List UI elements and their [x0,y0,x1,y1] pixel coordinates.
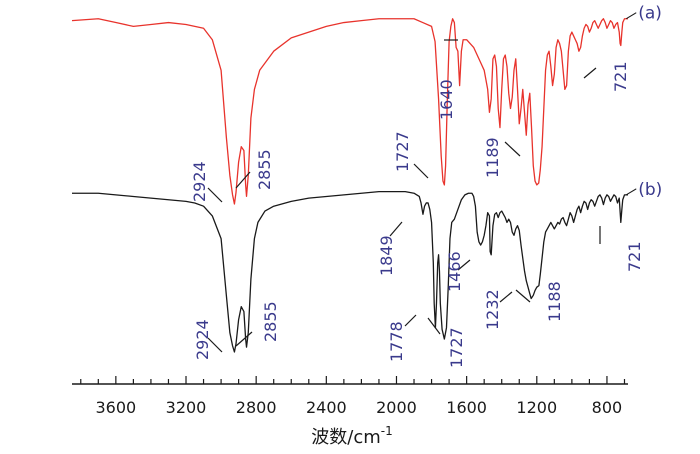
series-label-leader [625,12,637,20]
peak-annotation: 1849 [377,221,403,276]
series-b-line [72,190,628,353]
peak-leader-line [457,259,471,271]
peak-label: 1466 [445,251,464,292]
peak-annotation: 1727 [393,131,429,179]
peak-label: 721 [625,241,644,272]
peak-leader-line [404,314,417,327]
peak-annotation: 1232 [483,289,513,330]
peak-annotation: 721 [599,226,644,272]
peak-leader-line [235,171,251,189]
peak-label: 1849 [377,235,396,276]
peak-label: 1778 [387,321,406,362]
peak-annotation: 2924 [190,161,223,203]
series-b-label: (b) [638,180,662,200]
x-tick-label: 1600 [446,398,487,417]
peak-label: 2924 [190,161,209,202]
peak-leader-line [504,141,521,157]
spectrum-series [71,18,628,353]
x-axis-title-superscript: -1 [381,424,393,438]
peak-label: 1640 [437,79,456,120]
peak-label: 2855 [255,149,274,190]
peak-annotation: 1640 [437,39,458,120]
peak-leader-line [515,289,531,303]
peak-leader-line [389,221,403,237]
series-labels: (a) (b) [625,4,662,200]
x-tick-label: 2000 [376,398,417,417]
x-axis: 3600 3200 2800 2400 2000 1600 1200 800 [72,376,628,417]
peak-annotation: 2855 [235,149,274,190]
peak-annotations: 2924 2855 1727 1640 1189 721 2924 2855 1849 1778 1… [190,39,644,368]
peak-label: 2924 [193,319,212,360]
peak-annotation: 1466 [445,251,471,292]
peak-label: 1188 [545,281,564,322]
peak-leader-line [207,187,223,203]
peak-leader-line [499,291,513,303]
peak-leader-line [583,67,597,79]
peak-leader-line [235,331,253,347]
x-tick-label: 3600 [95,398,136,417]
peak-leader-line [413,163,429,179]
peak-annotation: 2855 [235,301,280,347]
peak-annotation: 721 [583,61,630,92]
x-tick-label: 2800 [236,398,277,417]
peak-annotation: 1727 [427,317,466,368]
x-axis-title-text: 波数/cm [311,427,381,448]
peak-label: 1189 [483,137,502,178]
x-tick-label: 800 [592,398,623,417]
x-tick-label: 2400 [306,398,347,417]
peak-label: 2855 [261,301,280,342]
peak-leader-line [427,317,441,335]
x-axis-title: 波数/cm-1 [311,424,392,448]
peak-leader-line [207,337,223,353]
peak-annotation: 1778 [387,314,417,362]
peak-label: 721 [611,61,630,92]
peak-label: 1727 [447,327,466,368]
series-a-label: (a) [638,4,662,24]
peak-label: 1232 [483,289,502,330]
series-label-leader [625,188,637,196]
x-tick-label: 1200 [516,398,557,417]
peak-annotation: 1189 [483,137,521,178]
peak-annotation: 1188 [515,281,564,322]
peak-label: 1727 [393,131,412,172]
series-a-line [71,18,628,205]
peak-annotation: 2924 [193,319,223,360]
x-tick-label: 3200 [166,398,207,417]
